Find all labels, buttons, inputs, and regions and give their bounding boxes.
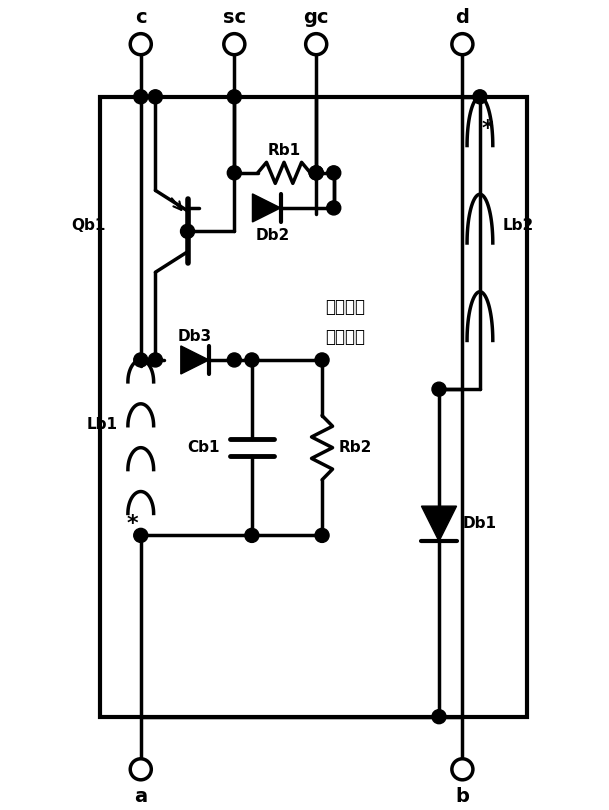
Circle shape xyxy=(245,353,259,367)
Polygon shape xyxy=(181,346,209,374)
Circle shape xyxy=(227,90,241,104)
Text: Db2: Db2 xyxy=(255,228,289,243)
Circle shape xyxy=(309,166,323,180)
Circle shape xyxy=(309,166,323,180)
Text: Qb1: Qb1 xyxy=(71,218,106,233)
Circle shape xyxy=(130,34,151,55)
Circle shape xyxy=(134,90,148,104)
Circle shape xyxy=(130,759,151,780)
Circle shape xyxy=(149,353,163,367)
Text: Db1: Db1 xyxy=(462,516,496,531)
Circle shape xyxy=(306,34,326,55)
Text: d: d xyxy=(456,7,470,27)
Circle shape xyxy=(315,353,329,367)
Circle shape xyxy=(326,201,341,215)
Circle shape xyxy=(227,353,241,367)
Text: gc: gc xyxy=(303,7,329,27)
Circle shape xyxy=(180,224,194,238)
Text: Cb1: Cb1 xyxy=(187,440,220,455)
Polygon shape xyxy=(253,194,281,222)
Circle shape xyxy=(452,759,473,780)
Text: sc: sc xyxy=(223,7,246,27)
Text: *: * xyxy=(481,119,493,139)
Polygon shape xyxy=(421,506,457,541)
Circle shape xyxy=(245,528,259,543)
Circle shape xyxy=(134,353,148,367)
Text: *: * xyxy=(126,514,138,534)
Circle shape xyxy=(224,34,245,55)
Circle shape xyxy=(134,528,148,543)
Circle shape xyxy=(326,166,341,180)
Circle shape xyxy=(149,90,163,104)
Text: Rb2: Rb2 xyxy=(339,440,371,455)
Circle shape xyxy=(432,382,446,396)
Circle shape xyxy=(432,710,446,723)
Circle shape xyxy=(473,90,487,104)
Circle shape xyxy=(227,166,241,180)
Text: Db3: Db3 xyxy=(178,329,212,343)
Text: Rb1: Rb1 xyxy=(267,143,301,158)
Text: b: b xyxy=(456,787,470,806)
Text: 输出电流: 输出电流 xyxy=(325,298,365,317)
Text: c: c xyxy=(135,7,147,27)
Text: 补偿支路: 补偿支路 xyxy=(325,327,365,346)
Circle shape xyxy=(315,528,329,543)
Text: Lb2: Lb2 xyxy=(502,218,533,233)
Text: a: a xyxy=(134,787,147,806)
Circle shape xyxy=(452,34,473,55)
Text: Lb1: Lb1 xyxy=(86,417,118,432)
